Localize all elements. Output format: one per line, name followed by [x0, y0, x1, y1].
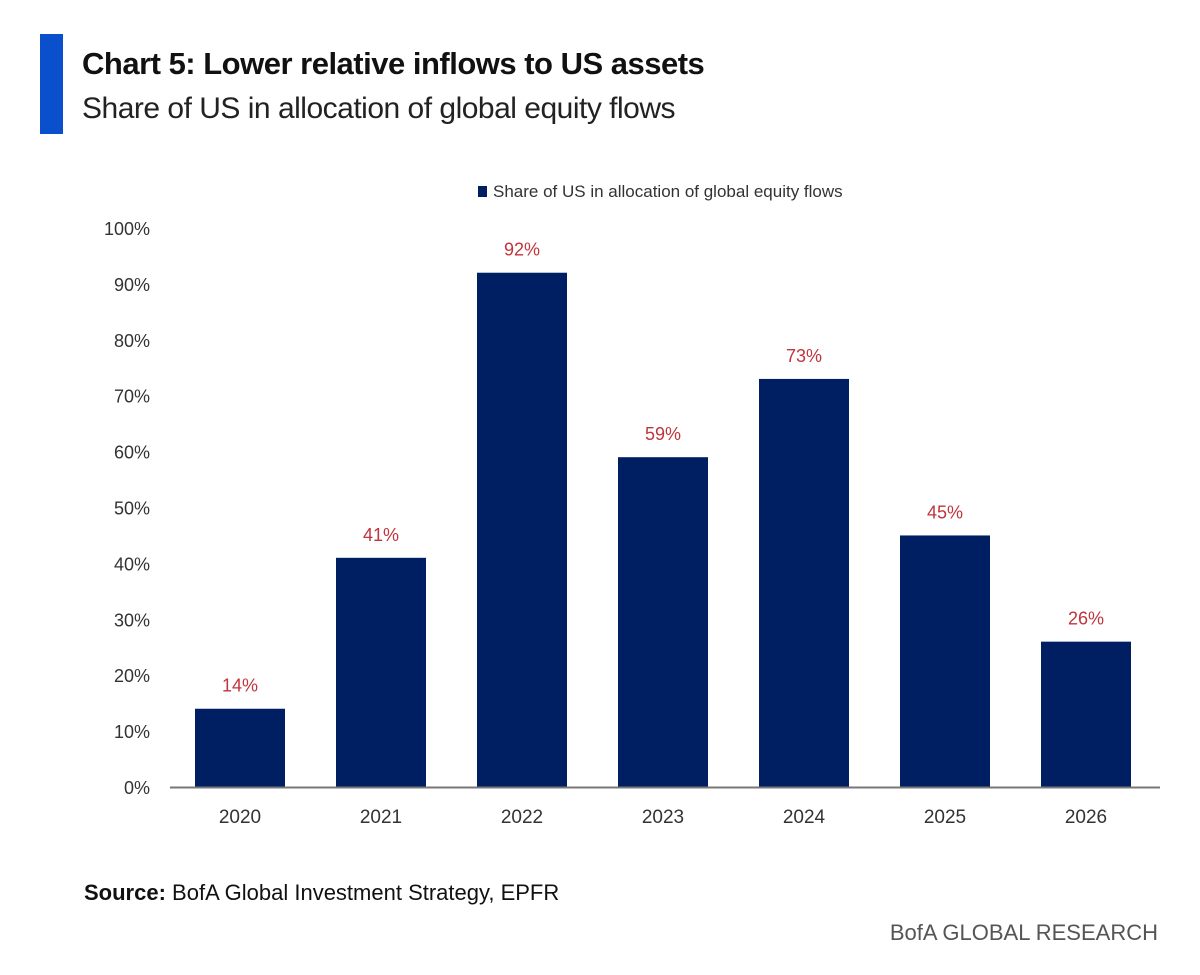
data-label: 45%: [927, 502, 963, 522]
bar-2020: [195, 708, 285, 787]
y-tick-label: 0%: [124, 778, 150, 798]
bar-2023: [618, 457, 708, 787]
data-label: 26%: [1068, 609, 1104, 629]
bar-2024: [759, 378, 849, 787]
accent-bar: [40, 34, 63, 134]
x-tick-label: 2026: [1065, 807, 1107, 828]
x-tick-label: 2021: [360, 807, 402, 828]
y-tick-label: 100%: [104, 219, 150, 239]
x-tick-label: 2023: [642, 807, 684, 828]
bar-2026: [1041, 641, 1131, 787]
data-label: 41%: [363, 525, 399, 545]
source-label: Source:: [84, 880, 166, 905]
source-note: Source: BofA Global Investment Strategy,…: [84, 880, 559, 906]
y-tick-label: 10%: [114, 722, 150, 742]
chart-title: Chart 5: Lower relative inflows to US as…: [82, 46, 705, 81]
x-tick-label: 2025: [924, 807, 966, 828]
x-tick-label: 2020: [219, 807, 261, 828]
data-label: 59%: [645, 424, 681, 444]
data-label: 14%: [222, 676, 258, 696]
data-label: 92%: [504, 240, 540, 260]
chart-subtitle: Share of US in allocation of global equi…: [82, 92, 676, 125]
y-tick-label: 90%: [114, 275, 150, 295]
y-tick-label: 50%: [114, 499, 150, 519]
legend-swatch: [478, 186, 487, 197]
source-text: BofA Global Investment Strategy, EPFR: [172, 880, 560, 905]
x-tick-label: 2024: [783, 807, 826, 828]
bar-2025: [900, 535, 990, 787]
y-tick-label: 40%: [114, 554, 150, 574]
y-tick-label: 60%: [114, 443, 150, 463]
legend-label: Share of US in allocation of global equi…: [493, 182, 843, 201]
bar-2021: [336, 557, 426, 787]
data-label: 73%: [786, 346, 822, 366]
bar-2022: [477, 272, 567, 788]
y-tick-label: 70%: [114, 387, 150, 407]
y-tick-label: 80%: [114, 331, 150, 351]
y-tick-label: 30%: [114, 610, 150, 630]
y-tick-label: 20%: [114, 666, 150, 686]
x-tick-label: 2022: [501, 807, 543, 828]
brand-footer: BofA GLOBAL RESEARCH: [889, 920, 1158, 945]
